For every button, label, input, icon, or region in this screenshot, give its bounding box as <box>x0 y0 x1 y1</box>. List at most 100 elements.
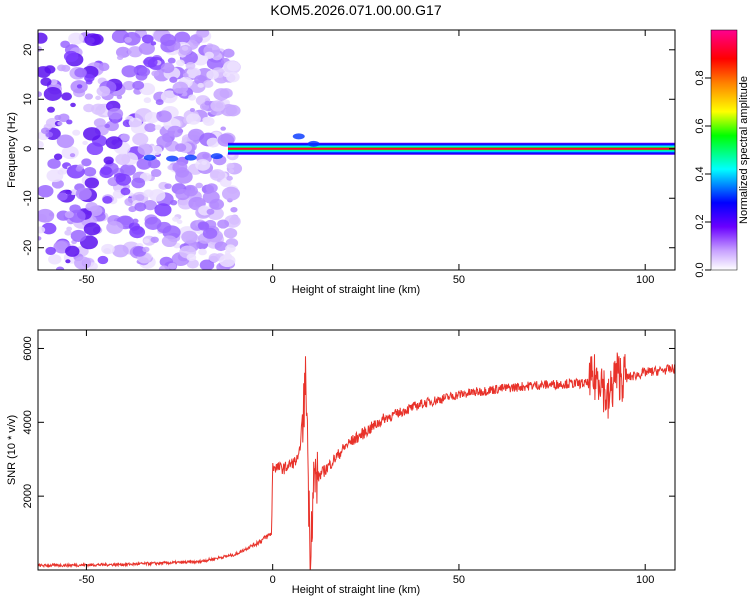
spectrogram-noise-blob <box>196 30 210 38</box>
spectrogram-noise-blob <box>132 218 139 224</box>
spectrogram-x-tick-label: 50 <box>453 274 465 286</box>
spectrogram-y-tick-label: 20 <box>22 44 34 56</box>
spectrogram-noise-blob <box>38 226 46 234</box>
spectrogram-noise-blob <box>149 145 163 156</box>
spectrogram-noise-blob <box>150 168 162 178</box>
spectrogram-noise-blob <box>213 88 230 101</box>
spectrogram-noise-blob <box>204 51 214 59</box>
snr-x-tick-label: 0 <box>270 574 276 586</box>
spectrogram-noise-blob <box>206 69 219 80</box>
spectrogram-noise-blob <box>81 158 92 167</box>
snr-y-ticks: 2000 4000 6000 <box>22 336 675 508</box>
spectrogram-noise-blob <box>106 221 124 235</box>
spectrogram-noise-blob <box>144 123 157 133</box>
spectrogram-noise-blob <box>214 241 228 252</box>
spectrogram-y-tick-label: -20 <box>22 240 34 256</box>
spectrogram-noise-blob <box>167 125 183 138</box>
spectrogram-noise-blob <box>210 100 226 112</box>
spectrogram-noise-blob <box>206 208 215 215</box>
spectrogram-noise-blob <box>38 91 42 98</box>
spectrogram-noise-blob <box>66 119 73 125</box>
spectrogram-signal-blob <box>210 153 223 160</box>
colorbar-label: Normalized spectral amplitude <box>738 76 750 224</box>
spectrogram-noise-blob <box>40 77 52 86</box>
spectrogram-noise-blob <box>209 198 225 210</box>
spectrogram-x-tick-label: -50 <box>78 274 94 286</box>
spectrogram-noise-blob <box>57 121 63 126</box>
spectrogram-noise-blob <box>223 228 238 239</box>
spectrogram-noise-blob <box>147 158 161 169</box>
snr-y-tick-label: 2000 <box>22 484 34 508</box>
spectrogram-noise-blob <box>128 206 137 213</box>
spectrogram-noise-blob <box>175 59 185 67</box>
spectrogram-noise-blob <box>186 113 201 125</box>
spectrogram-y-axis-label: Frequency (Hz) <box>6 112 18 188</box>
snr-frame <box>37 329 676 571</box>
spectrogram-noise-blob <box>84 177 100 189</box>
spectrogram-noise-blob <box>116 55 124 61</box>
spectrogram-noise-blob <box>219 254 236 268</box>
spectrogram-noise-blob <box>44 65 56 74</box>
spectrogram-noise-blob <box>172 161 188 174</box>
spectrogram-noise-blob <box>164 183 172 190</box>
spectrogram-noise-blob <box>38 236 42 241</box>
spectrogram-noise-blob <box>63 50 79 63</box>
spectrogram-noise-blob <box>120 187 131 196</box>
spectrogram-noise-blob <box>128 222 140 231</box>
spectrogram-noise-blob <box>181 45 189 51</box>
colorbar-tick-label: 0.8 <box>694 70 706 85</box>
spectrogram-noise-blob <box>84 33 101 47</box>
spectrogram-signal-layer <box>143 133 675 162</box>
spectrogram-noise-blob <box>41 222 57 235</box>
spectrogram-noise-blob <box>121 65 138 78</box>
spectrogram-noise-blob <box>195 182 203 189</box>
spectrogram-noise-blob <box>58 113 70 123</box>
spectrogram-noise-blob <box>226 162 235 169</box>
spectrogram-noise-blob <box>132 80 145 90</box>
spectrogram-noise-blob <box>149 189 166 202</box>
spectrogram-noise-blob <box>205 183 218 193</box>
colorbar-ticks: 0.0 0.2 0.4 0.6 0.8 <box>694 70 711 278</box>
spectrogram-signal-blob <box>184 154 197 161</box>
spectrogram-noise-blob <box>174 170 193 184</box>
spectrogram-noise-blob <box>120 133 130 142</box>
spectrogram-noise-blob <box>115 46 131 58</box>
spectrogram-y-ticks: -20 -10 0 10 20 <box>22 44 675 256</box>
spectrogram-y-tick-label: -10 <box>22 190 34 206</box>
spectrogram-noise-blob <box>65 245 80 257</box>
snr-panel: -50 0 50 100 2000 4000 6000 Height of straigh… <box>6 329 676 596</box>
spectrogram-panel: -50 0 50 100 -20 -10 0 10 20 Height of straight… <box>6 29 676 296</box>
spectrogram-noise-blob <box>105 136 123 150</box>
spectrogram-noise-blob <box>112 244 129 258</box>
spectrogram-noise-blob <box>54 114 62 121</box>
spectrogram-noise-blob <box>107 107 124 120</box>
spectrogram-noise-blob <box>167 57 176 64</box>
spectrogram-noise-blob <box>144 216 162 230</box>
spectrogram-noise-blob <box>203 79 214 88</box>
spectrogram-noise-blob <box>202 153 210 159</box>
spectrogram-noise-blob <box>197 221 209 230</box>
spectrogram-noise-blob <box>56 192 68 201</box>
snr-y-axis-label: SNR (10 * v/v) <box>6 415 18 485</box>
spectrogram-noise-blob <box>132 133 149 146</box>
spectrogram-noise-blob <box>100 166 112 176</box>
colorbar-tick-label: 0.2 <box>694 214 706 229</box>
spectrogram-noise-blob <box>144 111 160 124</box>
spectrogram-noise-blob <box>202 116 211 124</box>
spectrogram-noise-blob <box>45 246 56 256</box>
spectrogram-noise-blob <box>83 166 97 177</box>
spectrogram-noise-blob <box>138 42 155 55</box>
spectrogram-noise-blob <box>197 82 205 88</box>
spectrogram-noise-blob <box>69 189 78 196</box>
spectrogram-noise-blob <box>60 40 70 49</box>
spectrogram-noise-blob <box>202 227 218 239</box>
spectrogram-noise-blob <box>154 124 162 131</box>
spectrogram-noise-blob <box>76 84 83 89</box>
spectrogram-noise-blob <box>83 222 101 236</box>
spectrogram-x-tick-label: 0 <box>270 274 276 286</box>
spectrogram-noise-blob <box>167 262 177 270</box>
spectrogram-noise-blob <box>185 61 196 70</box>
spectrogram-noise-blob <box>38 208 55 223</box>
colorbar-tick-label: 0.4 <box>694 166 706 181</box>
spectrogram-noise-blob <box>47 106 55 113</box>
